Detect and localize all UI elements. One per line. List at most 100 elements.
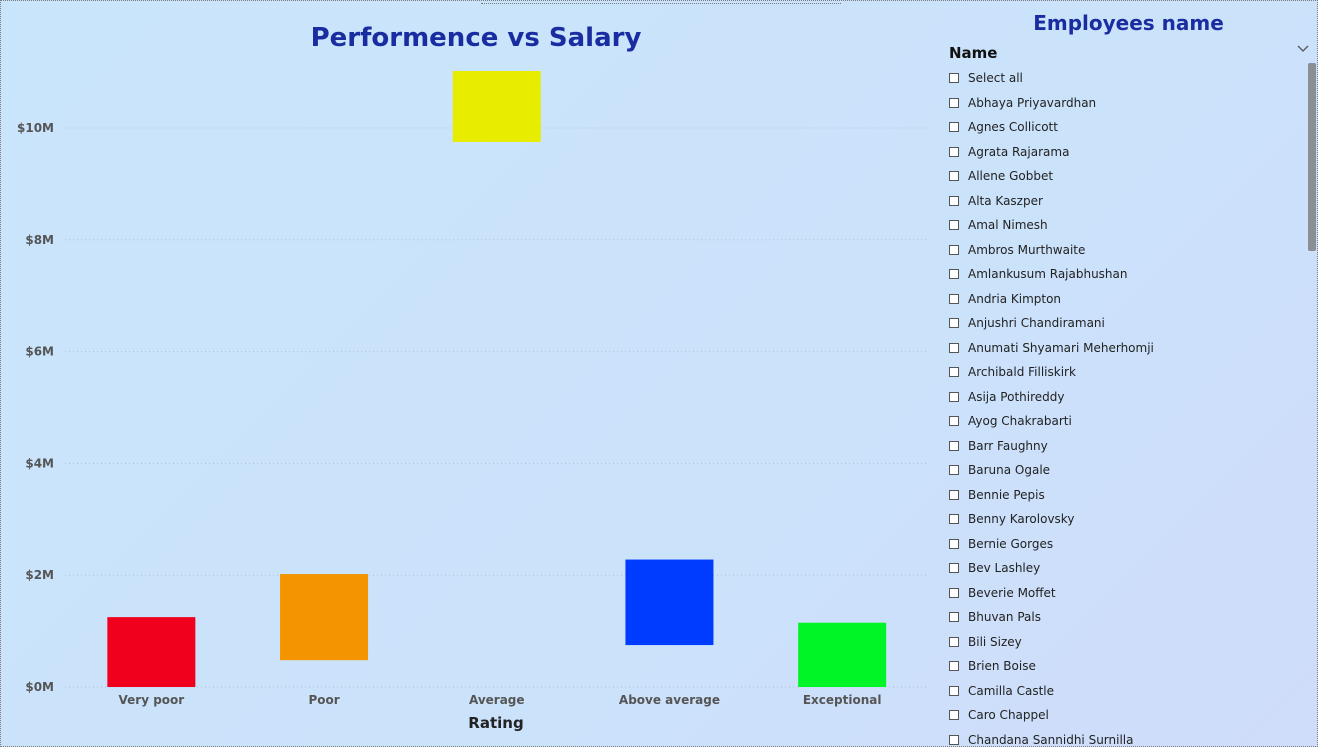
checkbox[interactable] bbox=[949, 735, 959, 745]
checkbox[interactable] bbox=[949, 686, 959, 696]
checkbox[interactable] bbox=[949, 171, 959, 181]
slicer-item[interactable]: Camilla Castle bbox=[949, 679, 1249, 704]
bar-exceptional[interactable] bbox=[798, 623, 886, 687]
y-tick-label: $2M bbox=[25, 568, 54, 582]
checkbox[interactable] bbox=[949, 612, 959, 622]
slicer-item[interactable]: Allene Gobbet bbox=[949, 164, 1249, 189]
y-tick-label: $0M bbox=[25, 680, 54, 694]
slicer-item[interactable]: Amlankusum Rajabhushan bbox=[949, 262, 1249, 287]
checkbox[interactable] bbox=[949, 563, 959, 573]
checkbox[interactable] bbox=[949, 220, 959, 230]
slicer-item[interactable]: Anjushri Chandiramani bbox=[949, 311, 1249, 336]
slicer-field-header: Name bbox=[949, 44, 997, 62]
slicer-item[interactable]: Alta Kaszper bbox=[949, 189, 1249, 214]
checkbox[interactable] bbox=[949, 294, 959, 304]
select-all-item[interactable]: Select all bbox=[949, 66, 1249, 91]
slicer-title: Employees name bbox=[941, 11, 1316, 35]
checkbox[interactable] bbox=[949, 416, 959, 426]
checkbox[interactable] bbox=[949, 465, 959, 475]
slicer-item-label: Abhaya Priyavardhan bbox=[968, 96, 1096, 110]
checkbox[interactable] bbox=[949, 147, 959, 157]
bar-very-poor[interactable] bbox=[107, 617, 195, 687]
slicer-item-label: Bili Sizey bbox=[968, 635, 1022, 649]
checkbox[interactable] bbox=[949, 245, 959, 255]
slicer-item-label: Bev Lashley bbox=[968, 561, 1040, 575]
checkbox[interactable] bbox=[949, 588, 959, 598]
checkbox[interactable] bbox=[949, 441, 959, 451]
slicer-item-label: Alta Kaszper bbox=[968, 194, 1043, 208]
slicer-item[interactable]: Amal Nimesh bbox=[949, 213, 1249, 238]
checkbox[interactable] bbox=[949, 637, 959, 647]
slicer-item-label: Baruna Ogale bbox=[968, 463, 1050, 477]
slicer-item-label: Caro Chappel bbox=[968, 708, 1049, 722]
slicer-item[interactable]: Archibald Filliskirk bbox=[949, 360, 1249, 385]
slicer-item[interactable]: Bennie Pepis bbox=[949, 483, 1249, 508]
checkbox[interactable] bbox=[949, 514, 959, 524]
slicer-item[interactable]: Ambros Murthwaite bbox=[949, 238, 1249, 263]
slicer-item[interactable]: Bev Lashley bbox=[949, 556, 1249, 581]
slicer-item[interactable]: Ayog Chakrabarti bbox=[949, 409, 1249, 434]
x-tick-label: Average bbox=[469, 693, 525, 707]
x-axis-title: Rating bbox=[468, 714, 523, 732]
scrollbar[interactable] bbox=[1308, 63, 1316, 251]
slicer-item-label: Ambros Murthwaite bbox=[968, 243, 1085, 257]
bar-average[interactable] bbox=[453, 71, 541, 142]
bar-chart: $0M $2M $4M $6M $8M $10M Very poor Poor Average… bbox=[1, 1, 936, 748]
checkbox[interactable] bbox=[949, 661, 959, 671]
slicer-item[interactable]: Chandana Sannidhi Surnilla bbox=[949, 728, 1249, 748]
checkbox[interactable] bbox=[949, 392, 959, 402]
slicer-item[interactable]: Bhuvan Pals bbox=[949, 605, 1249, 630]
slicer-item-label: Beverie Moffet bbox=[968, 586, 1056, 600]
bar-poor[interactable] bbox=[280, 574, 368, 660]
slicer-item[interactable]: Baruna Ogale bbox=[949, 458, 1249, 483]
y-tick-label: $10M bbox=[17, 121, 54, 135]
checkbox[interactable] bbox=[949, 343, 959, 353]
checkbox[interactable] bbox=[949, 367, 959, 377]
slicer-item-label: Ayog Chakrabarti bbox=[968, 414, 1072, 428]
slicer-item[interactable]: Bili Sizey bbox=[949, 630, 1249, 655]
slicer-item[interactable]: Beverie Moffet bbox=[949, 581, 1249, 606]
checkbox[interactable] bbox=[949, 73, 959, 83]
slicer-item[interactable]: Andria Kimpton bbox=[949, 287, 1249, 312]
slicer-item[interactable]: Brien Boise bbox=[949, 654, 1249, 679]
slicer-item-label: Barr Faughny bbox=[968, 439, 1048, 453]
checkbox[interactable] bbox=[949, 196, 959, 206]
slicer-item[interactable]: Abhaya Priyavardhan bbox=[949, 91, 1249, 116]
x-tick-label: Very poor bbox=[119, 693, 185, 707]
y-tick-label: $4M bbox=[25, 456, 54, 470]
slicer-item[interactable]: Bernie Gorges bbox=[949, 532, 1249, 557]
slicer-item[interactable]: Anumati Shyamari Meherhomji bbox=[949, 336, 1249, 361]
checkbox[interactable] bbox=[949, 318, 959, 328]
slicer-item-label: Camilla Castle bbox=[968, 684, 1054, 698]
checkbox[interactable] bbox=[949, 122, 959, 132]
checkbox[interactable] bbox=[949, 490, 959, 500]
x-tick-label: Above average bbox=[619, 693, 720, 707]
slicer-item-label: Allene Gobbet bbox=[968, 169, 1053, 183]
checkbox[interactable] bbox=[949, 98, 959, 108]
y-tick-label: $6M bbox=[25, 345, 54, 359]
slicer-item-label: Amlankusum Rajabhushan bbox=[968, 267, 1128, 281]
x-tick-label: Poor bbox=[308, 693, 339, 707]
slicer-item[interactable]: Agrata Rajarama bbox=[949, 140, 1249, 165]
slicer-item-label: Bhuvan Pals bbox=[968, 610, 1041, 624]
slicer-list: Select all Abhaya Priyavardhan Agnes Colli… bbox=[949, 66, 1249, 748]
slicer-item-label: Amal Nimesh bbox=[968, 218, 1048, 232]
slicer-item-label: Bernie Gorges bbox=[968, 537, 1053, 551]
checkbox[interactable] bbox=[949, 710, 959, 720]
checkbox[interactable] bbox=[949, 539, 959, 549]
slicer-item[interactable]: Asija Pothireddy bbox=[949, 385, 1249, 410]
bar-above-average[interactable] bbox=[625, 560, 713, 646]
slicer-item[interactable]: Caro Chappel bbox=[949, 703, 1249, 728]
slicer-item-label: Agrata Rajarama bbox=[968, 145, 1069, 159]
slicer-item[interactable]: Barr Faughny bbox=[949, 434, 1249, 459]
slicer-item-label: Bennie Pepis bbox=[968, 488, 1045, 502]
chevron-down-icon[interactable] bbox=[1295, 41, 1311, 57]
slicer-item-label: Andria Kimpton bbox=[968, 292, 1061, 306]
slicer-item-label: Select all bbox=[968, 71, 1023, 85]
slicer-item-label: Archibald Filliskirk bbox=[968, 365, 1076, 379]
slicer-item[interactable]: Agnes Collicott bbox=[949, 115, 1249, 140]
slicer-item[interactable]: Benny Karolovsky bbox=[949, 507, 1249, 532]
checkbox[interactable] bbox=[949, 269, 959, 279]
y-tick-label: $8M bbox=[25, 233, 54, 247]
